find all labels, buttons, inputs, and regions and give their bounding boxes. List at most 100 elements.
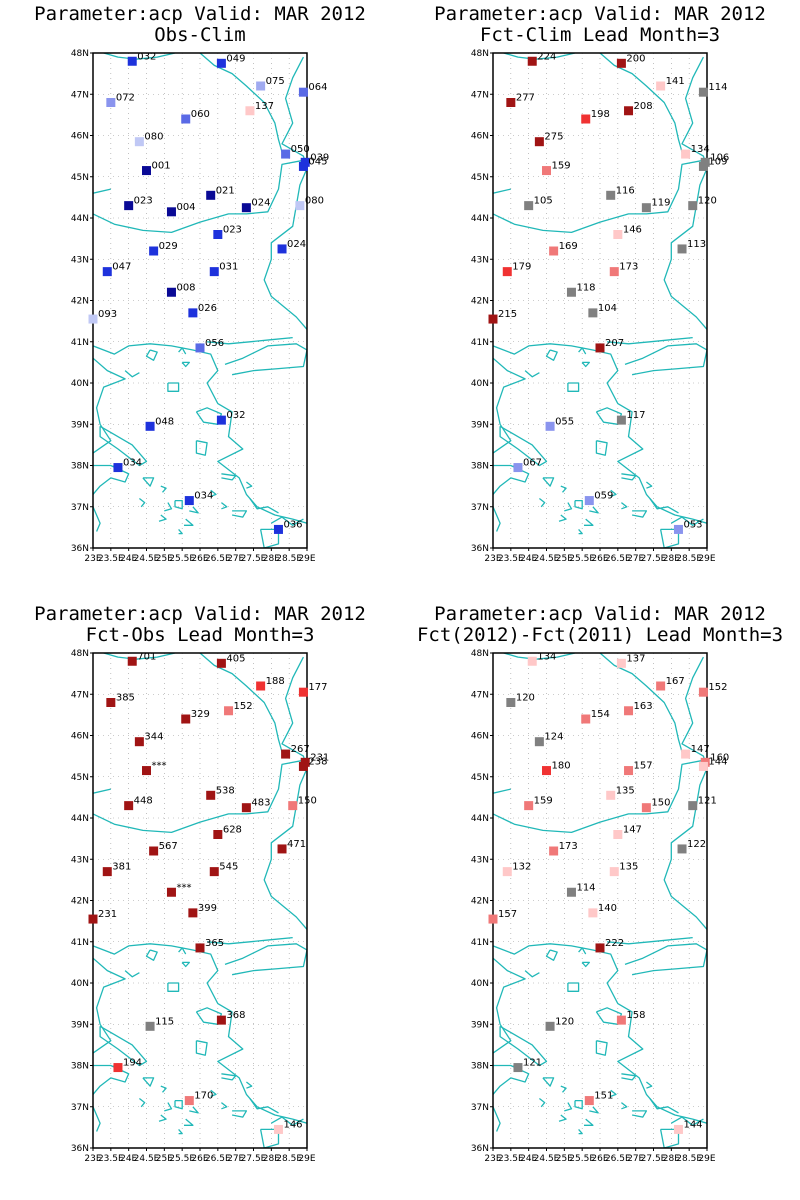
lon-tick-label: 25.5E — [569, 554, 595, 564]
station-value-label: 121 — [523, 1058, 542, 1069]
station-marker — [188, 308, 198, 318]
station-marker — [88, 314, 98, 324]
coastline — [195, 440, 208, 456]
coastline — [246, 481, 253, 489]
lon-tick-label: 26E — [591, 554, 608, 564]
station-marker — [641, 803, 651, 813]
lat-tick-label: 41N — [71, 338, 89, 348]
station-marker — [106, 698, 116, 707]
coastline — [545, 949, 558, 961]
station-marker — [609, 267, 619, 277]
lat-tick-label: 46N — [71, 132, 89, 142]
panel-title: Parameter:acp Valid: MAR 2012 — [434, 603, 766, 625]
station-marker — [281, 749, 291, 759]
station-marker — [566, 887, 576, 897]
lat-tick-label: 43N — [71, 855, 89, 865]
coastline — [574, 499, 583, 510]
station-value-label: 159 — [552, 161, 571, 172]
lat-tick-label: 41N — [471, 338, 489, 348]
lat-tick-label: 38N — [71, 1062, 89, 1072]
coastlines — [493, 653, 707, 1148]
coastline — [663, 56, 707, 330]
station-marker — [506, 98, 516, 107]
lat-tick-label: 42N — [471, 297, 489, 307]
station-value-label: 147 — [623, 825, 642, 836]
station-value-label: 055 — [555, 416, 574, 427]
station-value-label: 114 — [708, 82, 727, 93]
coastline — [560, 1085, 567, 1093]
coastline — [539, 497, 546, 508]
lon-tick-label: 25E — [556, 554, 573, 564]
coastline — [578, 947, 587, 955]
station-value-label: 064 — [308, 82, 327, 93]
station-marker — [549, 846, 559, 856]
station-value-label: 152 — [234, 701, 253, 712]
coastline — [178, 528, 183, 535]
lat-tick-label: 47N — [471, 690, 489, 700]
station-value-label: 132 — [512, 862, 531, 873]
station-marker — [606, 790, 616, 800]
station-marker — [145, 1021, 155, 1031]
station-marker — [134, 137, 144, 147]
station-marker — [513, 1063, 523, 1073]
station-value-label: 158 — [626, 1010, 645, 1021]
coastline — [659, 528, 680, 548]
station-marker — [256, 81, 266, 91]
station-marker — [488, 314, 498, 324]
lon-tick-label: 27.5E — [641, 1154, 667, 1164]
map-grid — [493, 653, 707, 1148]
station-value-label: 050 — [291, 144, 310, 155]
coastline — [493, 1064, 530, 1095]
station-marker — [206, 790, 216, 800]
station-marker — [613, 230, 623, 239]
station-marker — [595, 943, 605, 953]
station-value-label: 135 — [619, 862, 638, 873]
coastline — [142, 1077, 155, 1087]
station-marker — [595, 343, 605, 353]
station-value-label: 152 — [708, 682, 727, 693]
station-value-label: 170 — [194, 1091, 213, 1102]
station-value-label: 146 — [623, 225, 642, 236]
station-value-label: 072 — [116, 93, 135, 104]
station-value-label: 701 — [137, 651, 156, 662]
lat-tick-label: 38N — [471, 1062, 489, 1072]
station-marker — [673, 1124, 683, 1134]
station-value-label: 140 — [598, 903, 617, 914]
station-value-label: 116 — [616, 185, 635, 196]
coastline — [139, 497, 146, 508]
station-value-label: 008 — [176, 282, 195, 293]
coastline — [270, 516, 304, 526]
coastline — [167, 982, 180, 992]
station-marker — [209, 867, 219, 877]
coastline — [499, 1025, 548, 1067]
coastline — [189, 1106, 199, 1114]
station-value-label: 034 — [194, 491, 213, 502]
station-value-label: 144 — [683, 1119, 702, 1130]
coastline — [558, 1114, 567, 1122]
lon-tick-label: 24.5E — [534, 1154, 560, 1164]
coastline — [231, 1110, 248, 1118]
station-marker — [624, 106, 634, 116]
coastline — [93, 464, 130, 495]
coastline — [174, 499, 183, 510]
lon-tick-label: 27E — [627, 554, 644, 564]
lon-tick-label: 23E — [484, 1154, 501, 1164]
station-marker — [613, 830, 623, 839]
coastline — [493, 957, 526, 1054]
lon-tick-label: 29E — [298, 554, 315, 564]
lon-tick-label: 28.5E — [276, 554, 302, 564]
station-value-label: 121 — [698, 796, 717, 807]
coastline — [93, 188, 111, 194]
station-value-label: 167 — [666, 676, 685, 687]
coastline — [493, 506, 501, 532]
coastline — [221, 473, 237, 481]
coastline — [139, 1097, 146, 1108]
station-value-label: 117 — [626, 410, 645, 421]
lat-tick-label: 40N — [71, 979, 89, 989]
lat-tick-label: 47N — [71, 90, 89, 100]
coastline — [589, 506, 599, 514]
station-marker — [588, 908, 598, 918]
coastline — [181, 361, 190, 368]
station-value-label: 150 — [651, 798, 670, 809]
station-value-label: *** — [152, 761, 167, 772]
